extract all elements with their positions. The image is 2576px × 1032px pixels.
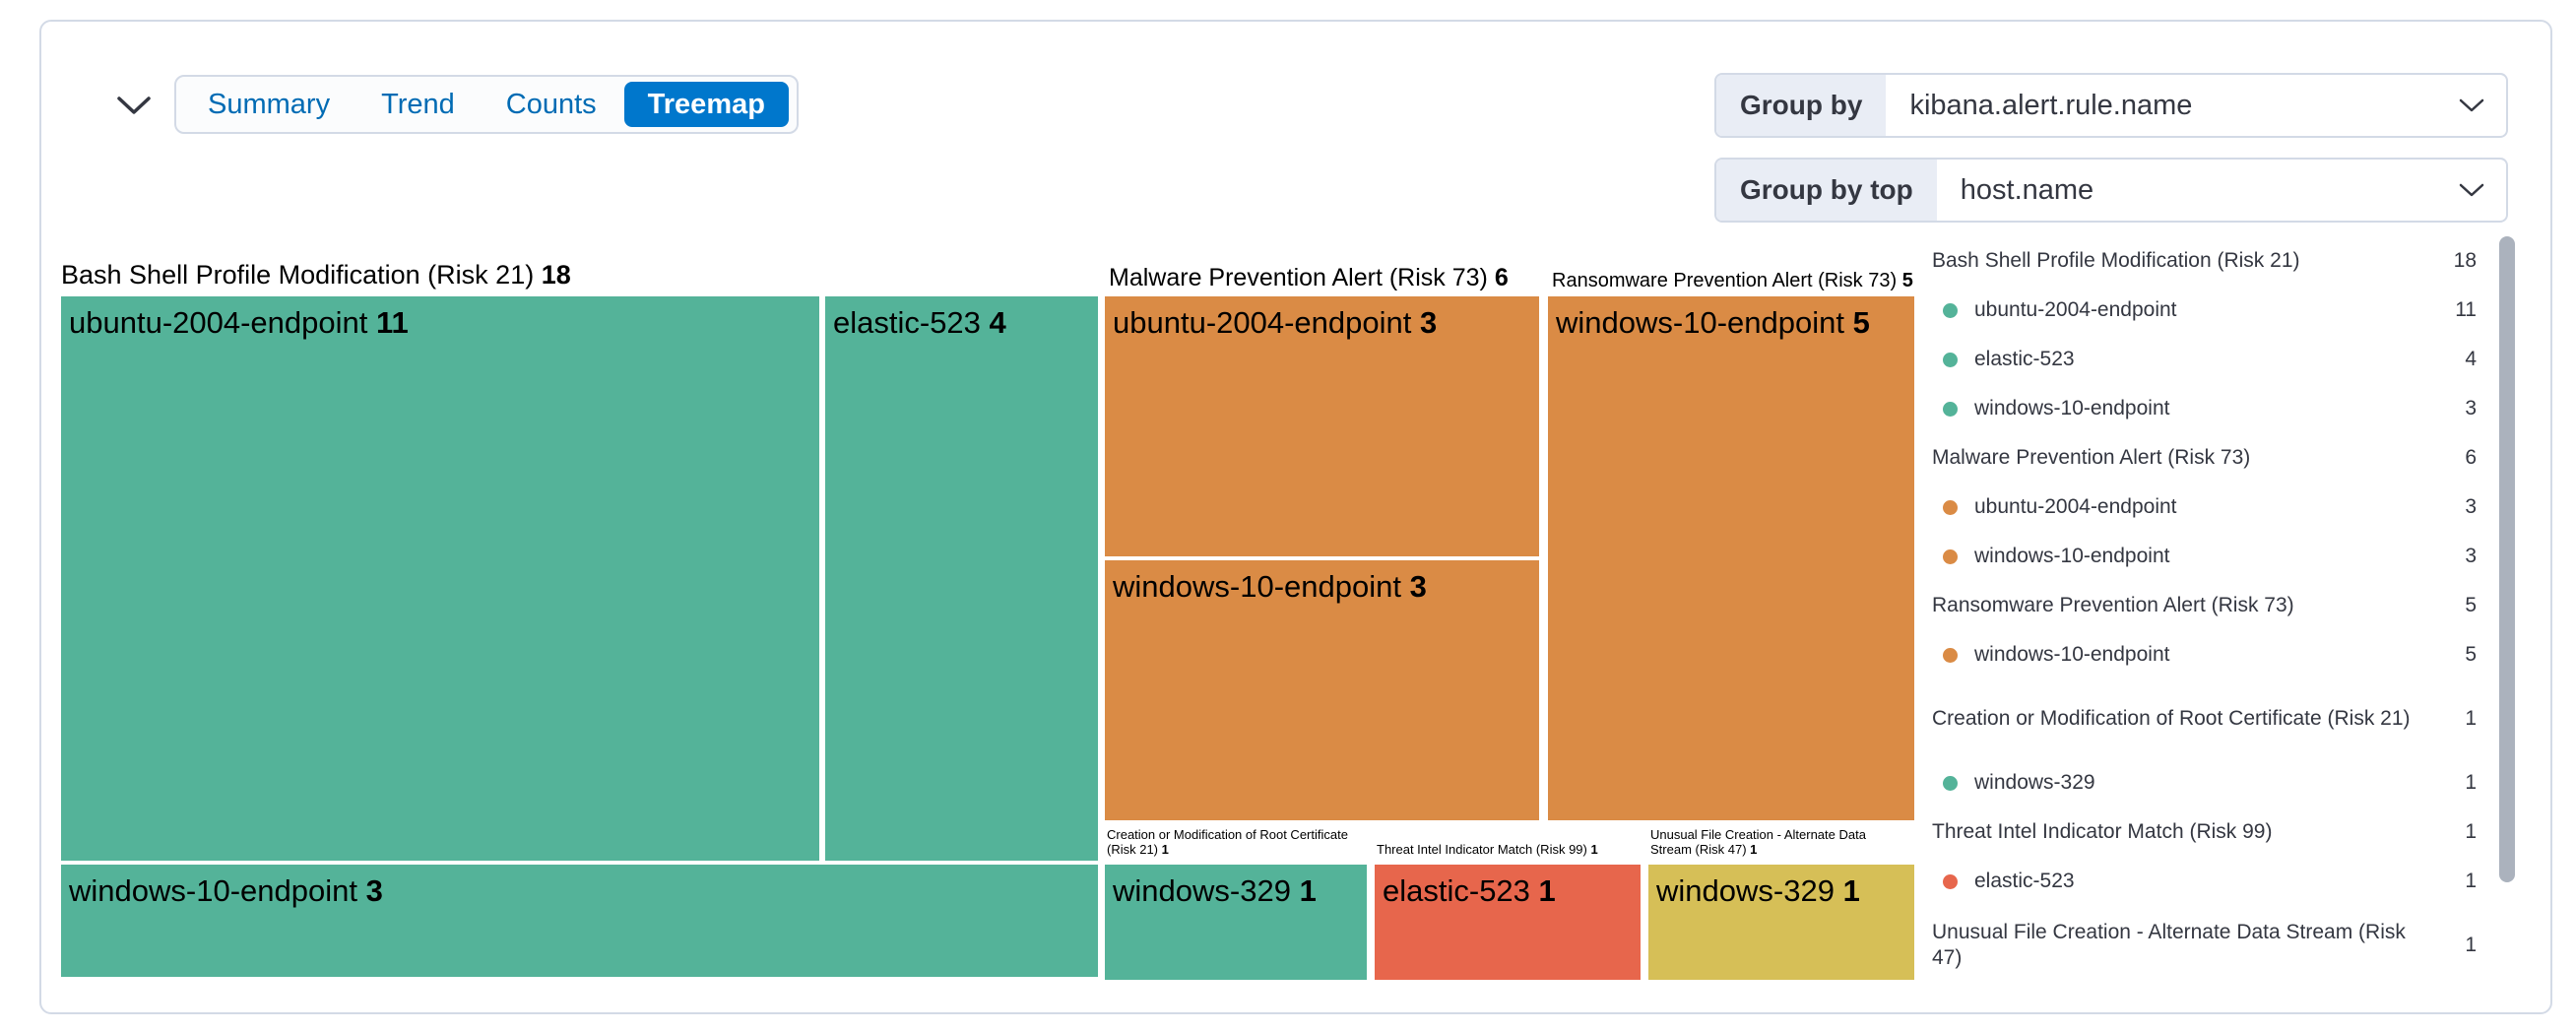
treemap-cell-ransomware-windows[interactable]: windows-10-endpoint 5 [1548, 296, 1914, 820]
treemap-cell-bash-windows[interactable]: windows-10-endpoint 3 [61, 865, 1098, 977]
legend-item-row[interactable]: elastic-523 4 [1932, 335, 2477, 384]
legend-group-row[interactable]: Bash Shell Profile Modification (Risk 21… [1932, 248, 2477, 272]
treemap-cell-bash-ubuntu[interactable]: ubuntu-2004-endpoint 11 [61, 296, 819, 861]
legend-color-dot [1943, 499, 1958, 515]
treemap-group-header-threat-intel: Threat Intel Indicator Match (Risk 99) 1 [1377, 842, 1598, 857]
chevron-down-icon [2459, 160, 2506, 221]
legend-item-row[interactable]: windows-10-endpoint 5 [1932, 630, 2477, 679]
view-selector-tab-group: Summary Trend Counts Treemap [174, 75, 799, 134]
group-by-select[interactable]: Group by kibana.alert.rule.name [1714, 73, 2508, 138]
treemap-legend: Bash Shell Profile Modification (Risk 21… [1932, 236, 2477, 985]
legend-item-row[interactable]: ubuntu-2004-endpoint 3 [1932, 483, 2477, 532]
treemap-cell-threat-intel-elastic[interactable]: elastic-523 1 [1375, 865, 1641, 980]
treemap-group-header-ransomware: Ransomware Prevention Alert (Risk 73) 5 [1552, 270, 1913, 291]
treemap-cell-label: ubuntu-2004-endpoint 3 [1113, 305, 1438, 340]
legend-color-dot [1943, 352, 1958, 367]
legend-color-dot [1943, 775, 1958, 791]
legend-group-row[interactable]: Creation or Modification of Root Certifi… [1932, 706, 2477, 730]
treemap-cell-label: ubuntu-2004-endpoint 11 [69, 305, 409, 340]
legend-group-row[interactable]: Malware Prevention Alert (Risk 73) 6 [1932, 445, 2477, 469]
collapse-panel-button[interactable] [112, 87, 156, 126]
treemap-cell-malware-windows[interactable]: windows-10-endpoint 3 [1105, 560, 1539, 820]
treemap-cell-label: windows-10-endpoint 3 [69, 873, 383, 908]
group-by-label: Group by [1716, 75, 1887, 136]
treemap-cell-label: windows-10-endpoint 5 [1556, 305, 1870, 340]
chevron-down-icon [116, 95, 152, 119]
chevron-down-icon [2459, 75, 2506, 136]
group-by-top-select[interactable]: Group by top host.name [1714, 158, 2508, 223]
treemap-cell-unusual-file-windows329[interactable]: windows-329 1 [1648, 865, 1914, 980]
treemap-cell-label: elastic-523 4 [833, 305, 1006, 340]
legend-color-dot [1943, 302, 1958, 318]
legend-color-dot [1943, 647, 1958, 663]
legend-item-row[interactable]: ubuntu-2004-endpoint 11 [1932, 286, 2477, 335]
legend-group-row[interactable]: Threat Intel Indicator Match (Risk 99) 1 [1932, 819, 2477, 843]
group-by-value: kibana.alert.rule.name [1909, 89, 2193, 121]
legend-group-row[interactable]: Unusual File Creation - Alternate Data S… [1932, 920, 2477, 969]
treemap-cell-root-certificate-windows329[interactable]: windows-329 1 [1105, 865, 1367, 980]
treemap-group-header-malware: Malware Prevention Alert (Risk 73) 6 [1109, 264, 1509, 291]
legend-color-dot [1943, 401, 1958, 417]
treemap-group-header-root-certificate: Creation or Modification of Root Certifi… [1107, 827, 1348, 857]
treemap-cell-label: windows-10-endpoint 3 [1113, 569, 1427, 604]
legend-item-row[interactable]: windows-10-endpoint 3 [1932, 384, 2477, 433]
legend-group-row[interactable]: Ransomware Prevention Alert (Risk 73) 5 [1932, 593, 2477, 616]
treemap-group-header-bash: Bash Shell Profile Modification (Risk 21… [61, 260, 571, 290]
tab-counts[interactable]: Counts [483, 82, 620, 127]
legend-item-row[interactable]: windows-10-endpoint 3 [1932, 532, 2477, 581]
tab-trend[interactable]: Trend [357, 82, 479, 127]
treemap-cell-bash-elastic[interactable]: elastic-523 4 [825, 296, 1098, 861]
tab-treemap[interactable]: Treemap [623, 82, 789, 127]
tab-summary[interactable]: Summary [184, 82, 354, 127]
group-by-top-value: host.name [1960, 173, 2094, 206]
legend-item-row[interactable]: windows-329 1 [1932, 758, 2477, 807]
legend-color-dot [1943, 873, 1958, 889]
treemap-cell-label: windows-329 1 [1656, 873, 1860, 908]
treemap-group-header-unusual-file: Unusual File Creation - Alternate Data S… [1650, 827, 1866, 857]
treemap-cell-label: windows-329 1 [1113, 873, 1317, 908]
group-by-top-label: Group by top [1716, 160, 1937, 221]
treemap-cell-label: elastic-523 1 [1383, 873, 1556, 908]
treemap-cell-malware-ubuntu[interactable]: ubuntu-2004-endpoint 3 [1105, 296, 1539, 556]
legend-item-row[interactable]: elastic-523 1 [1932, 857, 2477, 906]
scrollbar[interactable] [2499, 236, 2515, 882]
legend-color-dot [1943, 548, 1958, 564]
